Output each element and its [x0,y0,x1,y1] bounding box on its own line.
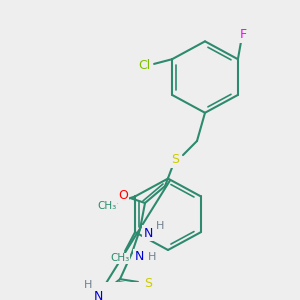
Text: S: S [144,277,152,290]
Text: CH₃: CH₃ [110,254,130,263]
Text: N: N [143,226,153,240]
Text: Cl: Cl [138,59,150,72]
Text: CH₃: CH₃ [98,201,117,211]
Text: N: N [134,250,144,263]
Text: H: H [156,221,164,232]
Text: H: H [84,280,92,290]
Text: O: O [118,189,128,202]
Text: H: H [148,252,156,262]
Text: S: S [171,153,179,166]
Text: N: N [93,290,103,300]
Text: F: F [239,28,247,41]
